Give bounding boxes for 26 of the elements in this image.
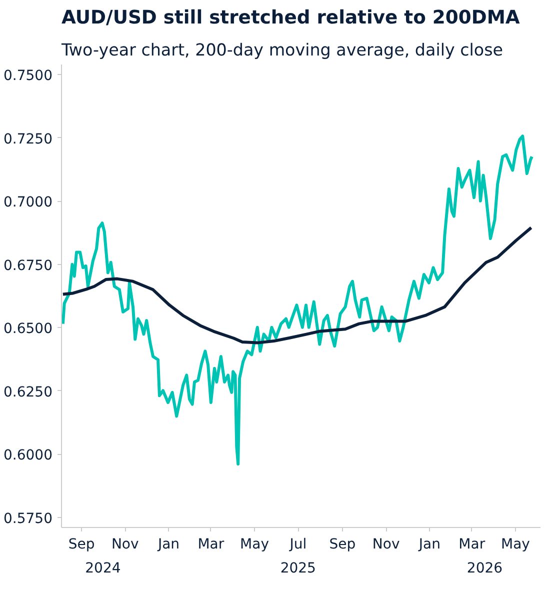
x-tick-label: May <box>501 536 530 552</box>
y-tick-label: 0.7500 <box>4 68 53 84</box>
y-tick-label: 0.6500 <box>4 321 53 338</box>
y-tick-label: 0.7250 <box>4 131 53 148</box>
x-tick-label: Sep <box>329 536 356 552</box>
x-tick-label: Nov <box>111 536 139 552</box>
chart-title: AUD/USD still stretched relative to 200DMA <box>62 8 520 28</box>
x-tick-label: Nov <box>372 536 400 552</box>
x-tick-label: Jan <box>156 536 180 552</box>
x-tick-label: May <box>240 536 270 552</box>
y-tick-label: 0.6250 <box>4 384 53 400</box>
line-series <box>62 226 533 344</box>
x2-tick-label: 2024 <box>85 560 121 576</box>
x-tick-label: Mar <box>198 536 224 552</box>
chart-subtitle: Two-year chart, 200-day moving average, daily close <box>60 40 504 60</box>
x-tick-label: Mar <box>458 536 486 552</box>
y-tick-label: 0.7000 <box>4 194 53 211</box>
line-series <box>62 134 534 466</box>
y-tick-label: 0.5750 <box>4 510 53 527</box>
y-tick-label: 0.6750 <box>4 258 53 274</box>
x2-tick-label: 2026 <box>466 560 503 576</box>
x2-tick-label: 2025 <box>280 560 316 576</box>
x-tick-label: Jan <box>418 536 440 552</box>
x-tick-label: Sep <box>68 536 95 552</box>
x-tick-label: Jul <box>288 536 307 552</box>
y-tick-label: 0.6000 <box>4 448 53 464</box>
